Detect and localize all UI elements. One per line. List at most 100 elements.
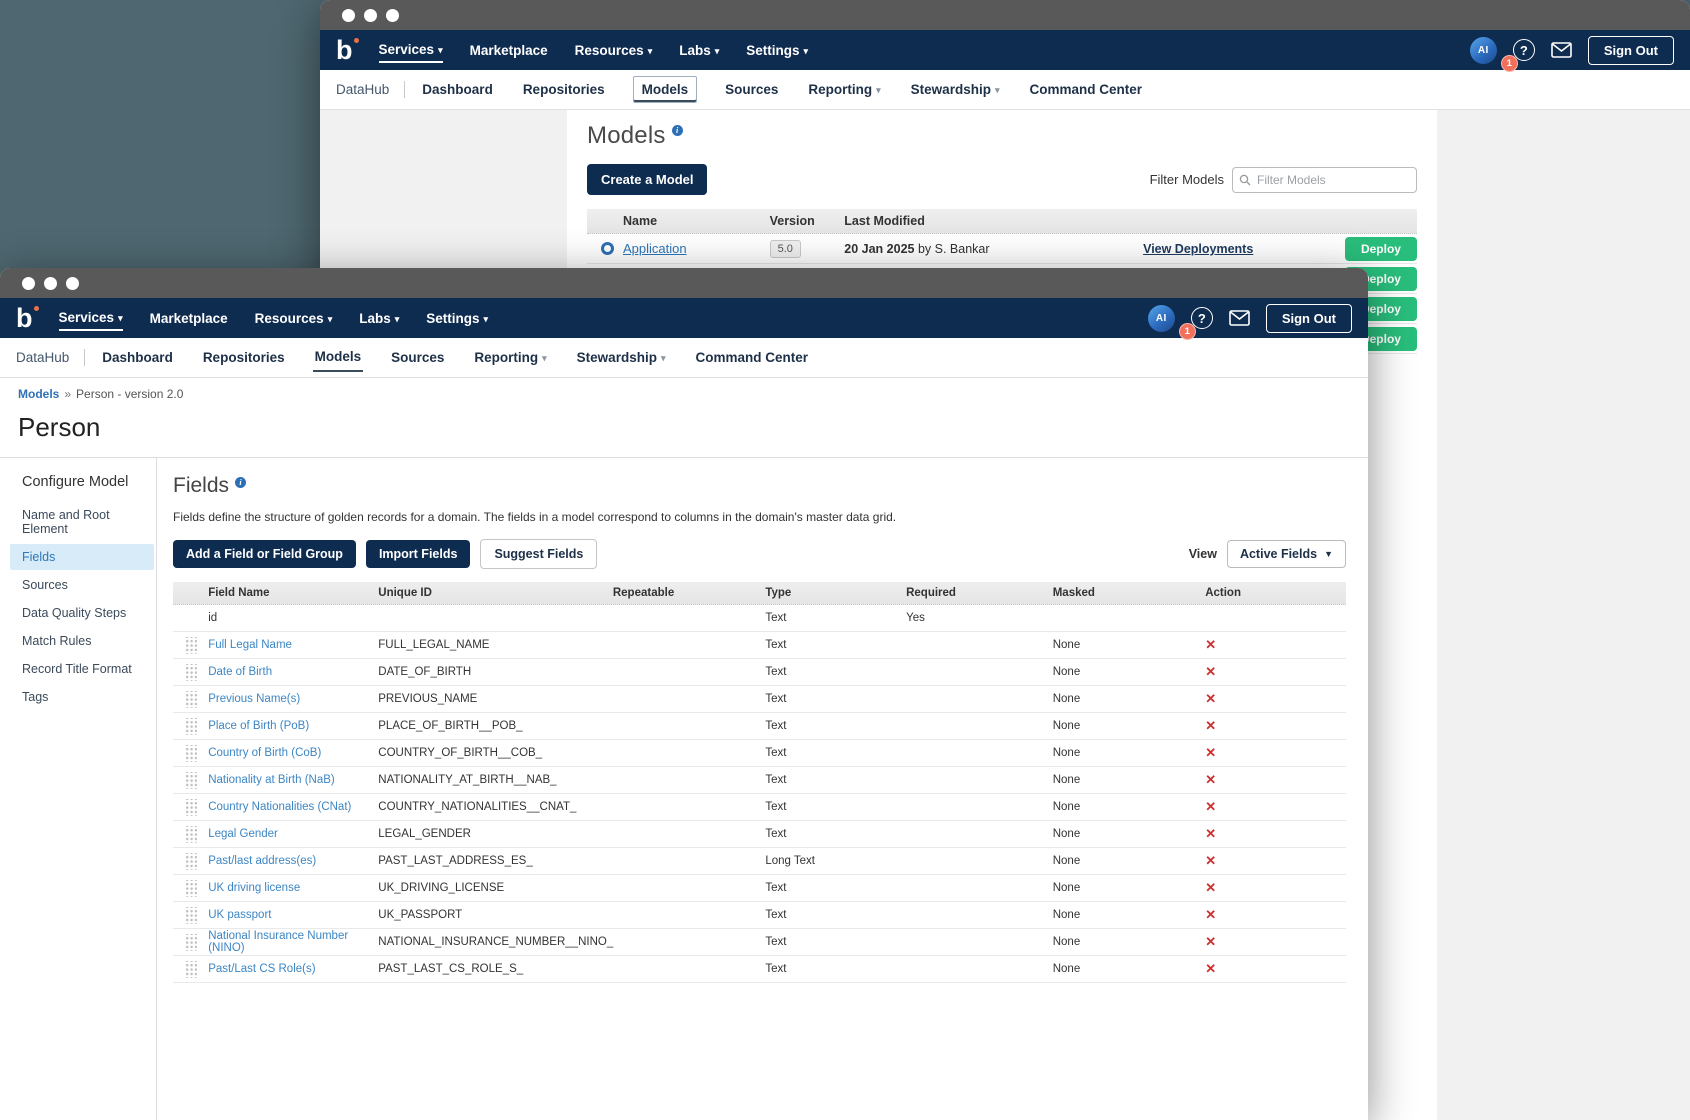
sidebar-item[interactable]: Name and Root Element bbox=[22, 508, 110, 536]
breadcrumb-models-link[interactable]: Models bbox=[18, 387, 60, 401]
subnav-item[interactable]: Models▾ bbox=[312, 343, 364, 372]
nav-menu-item[interactable]: Labs ▾ bbox=[359, 310, 400, 326]
drag-handle-icon[interactable] bbox=[184, 771, 198, 789]
drag-handle-icon[interactable] bbox=[184, 933, 198, 951]
notification-badge[interactable]: 1 bbox=[1178, 323, 1196, 340]
filter-models-input[interactable] bbox=[1232, 166, 1417, 193]
field-name[interactable]: National Insurance Number (NINO) bbox=[208, 930, 349, 954]
delete-icon[interactable]: ✕ bbox=[1205, 934, 1217, 949]
drag-handle-icon[interactable] bbox=[184, 798, 198, 816]
sidebar-item[interactable]: Match Rules bbox=[22, 634, 92, 648]
boomi-logo[interactable]: b bbox=[16, 304, 39, 332]
sidebar-item[interactable]: Record Title Format bbox=[22, 662, 132, 676]
window-control-icon[interactable] bbox=[66, 276, 79, 290]
subnav-item[interactable]: Command Center▾ bbox=[1029, 82, 1142, 97]
subnav-item[interactable]: Stewardship ▾ bbox=[910, 82, 1000, 97]
nav-menu-item[interactable]: Marketplace▾ bbox=[469, 42, 548, 58]
subnav-item[interactable]: Stewardship ▾ bbox=[576, 350, 666, 365]
boomi-logo[interactable]: b bbox=[336, 36, 359, 64]
nav-menu-item[interactable]: Services ▾ bbox=[378, 38, 443, 63]
add-field-button[interactable]: Add a Field or Field Group bbox=[173, 540, 356, 568]
field-name[interactable]: Past/Last CS Role(s) bbox=[208, 963, 316, 975]
window-control-icon[interactable] bbox=[22, 276, 35, 290]
deploy-button[interactable]: Deploy bbox=[1344, 236, 1417, 261]
subnav-item[interactable]: Repositories▾ bbox=[522, 82, 605, 97]
subnav-item[interactable]: Sources▾ bbox=[725, 82, 779, 97]
nav-menu-item[interactable]: Marketplace▾ bbox=[149, 310, 228, 326]
delete-icon[interactable]: ✕ bbox=[1205, 826, 1217, 841]
import-fields-button[interactable]: Import Fields bbox=[365, 540, 471, 568]
drag-handle-icon[interactable] bbox=[184, 744, 198, 762]
subnav-item[interactable]: Reporting ▾ bbox=[808, 82, 881, 97]
sign-out-button[interactable]: Sign Out bbox=[1265, 303, 1352, 333]
subnav-item[interactable]: Repositories▾ bbox=[202, 350, 285, 365]
drag-handle-icon[interactable] bbox=[184, 852, 198, 870]
subnav-item[interactable]: Dashboard▾ bbox=[422, 82, 493, 97]
field-name[interactable]: Place of Birth (PoB) bbox=[208, 720, 310, 732]
window-control-icon[interactable] bbox=[386, 8, 399, 22]
nav-menu-item[interactable]: Labs ▾ bbox=[679, 42, 720, 58]
field-name[interactable]: Date of Birth bbox=[208, 666, 273, 678]
nav-menu-item[interactable]: Settings ▾ bbox=[426, 310, 489, 326]
subnav-item[interactable]: Reporting ▾ bbox=[474, 350, 547, 365]
info-icon[interactable]: i bbox=[235, 477, 247, 488]
help-icon[interactable]: ? bbox=[1190, 307, 1213, 329]
field-name[interactable]: Past/last address(es) bbox=[208, 855, 317, 867]
window-control-icon[interactable] bbox=[364, 8, 377, 22]
create-model-button[interactable]: Create a Model bbox=[587, 164, 708, 195]
field-name[interactable]: Nationality at Birth (NaB) bbox=[208, 774, 335, 786]
drag-handle-icon[interactable] bbox=[184, 879, 198, 897]
nav-menu-item[interactable]: Services ▾ bbox=[58, 306, 123, 331]
delete-icon[interactable]: ✕ bbox=[1205, 637, 1217, 652]
field-name[interactable]: Country of Birth (CoB) bbox=[208, 747, 322, 759]
model-name-link[interactable]: Application bbox=[623, 241, 687, 256]
sidebar-item[interactable]: Data Quality Steps bbox=[22, 606, 127, 620]
delete-icon[interactable]: ✕ bbox=[1205, 718, 1217, 733]
field-name[interactable]: UK driving license bbox=[208, 882, 301, 894]
window-control-icon[interactable] bbox=[342, 8, 355, 22]
drag-handle-icon[interactable] bbox=[184, 825, 198, 843]
delete-icon[interactable]: ✕ bbox=[1205, 880, 1217, 895]
info-icon[interactable]: i bbox=[671, 125, 683, 136]
drag-handle-icon[interactable] bbox=[184, 690, 198, 708]
subnav-item[interactable]: Dashboard▾ bbox=[102, 350, 173, 365]
subnav-item[interactable]: Models▾ bbox=[632, 76, 698, 103]
drag-handle-icon[interactable] bbox=[184, 906, 198, 924]
view-deployments-link[interactable]: View Deployments bbox=[1143, 242, 1254, 256]
nav-menu-item[interactable]: Settings ▾ bbox=[746, 42, 809, 58]
mail-icon[interactable] bbox=[1229, 310, 1250, 326]
delete-icon[interactable]: ✕ bbox=[1205, 853, 1217, 868]
window-control-icon[interactable] bbox=[44, 276, 57, 290]
drag-handle-icon[interactable] bbox=[184, 717, 198, 735]
field-name[interactable]: Legal Gender bbox=[208, 828, 278, 840]
sidebar-item[interactable]: Tags bbox=[22, 690, 49, 704]
field-name[interactable]: id bbox=[208, 612, 218, 624]
nav-menu-item[interactable]: Resources ▾ bbox=[574, 42, 653, 58]
subnav-item[interactable]: Sources▾ bbox=[391, 350, 445, 365]
field-name[interactable]: Previous Name(s) bbox=[208, 693, 301, 705]
help-icon[interactable]: ? bbox=[1512, 39, 1535, 61]
mail-icon[interactable] bbox=[1551, 42, 1572, 58]
ai-badge[interactable]: AI bbox=[1469, 36, 1497, 64]
nav-menu-item[interactable]: Resources ▾ bbox=[254, 310, 333, 326]
drag-handle-icon[interactable] bbox=[184, 636, 198, 654]
field-name[interactable]: UK passport bbox=[208, 909, 272, 921]
sidebar-item[interactable]: Sources bbox=[22, 578, 68, 592]
suggest-fields-button[interactable]: Suggest Fields bbox=[480, 539, 598, 569]
sign-out-button[interactable]: Sign Out bbox=[1587, 35, 1674, 65]
drag-handle-icon[interactable] bbox=[184, 663, 198, 681]
delete-icon[interactable]: ✕ bbox=[1205, 691, 1217, 706]
delete-icon[interactable]: ✕ bbox=[1205, 907, 1217, 922]
active-fields-dropdown[interactable]: Active Fields ▼ bbox=[1226, 540, 1346, 568]
delete-icon[interactable]: ✕ bbox=[1205, 961, 1217, 976]
ai-badge[interactable]: AI bbox=[1147, 304, 1175, 332]
delete-icon[interactable]: ✕ bbox=[1205, 745, 1217, 760]
field-name[interactable]: Full Legal Name bbox=[208, 639, 292, 651]
delete-icon[interactable]: ✕ bbox=[1205, 664, 1217, 679]
field-name[interactable]: Country Nationalities (CNat) bbox=[208, 801, 352, 813]
subnav-item[interactable]: Command Center▾ bbox=[695, 350, 808, 365]
delete-icon[interactable]: ✕ bbox=[1205, 799, 1217, 814]
sidebar-item[interactable]: Fields bbox=[10, 544, 154, 570]
notification-badge[interactable]: 1 bbox=[1500, 55, 1518, 72]
drag-handle-icon[interactable] bbox=[184, 960, 198, 978]
